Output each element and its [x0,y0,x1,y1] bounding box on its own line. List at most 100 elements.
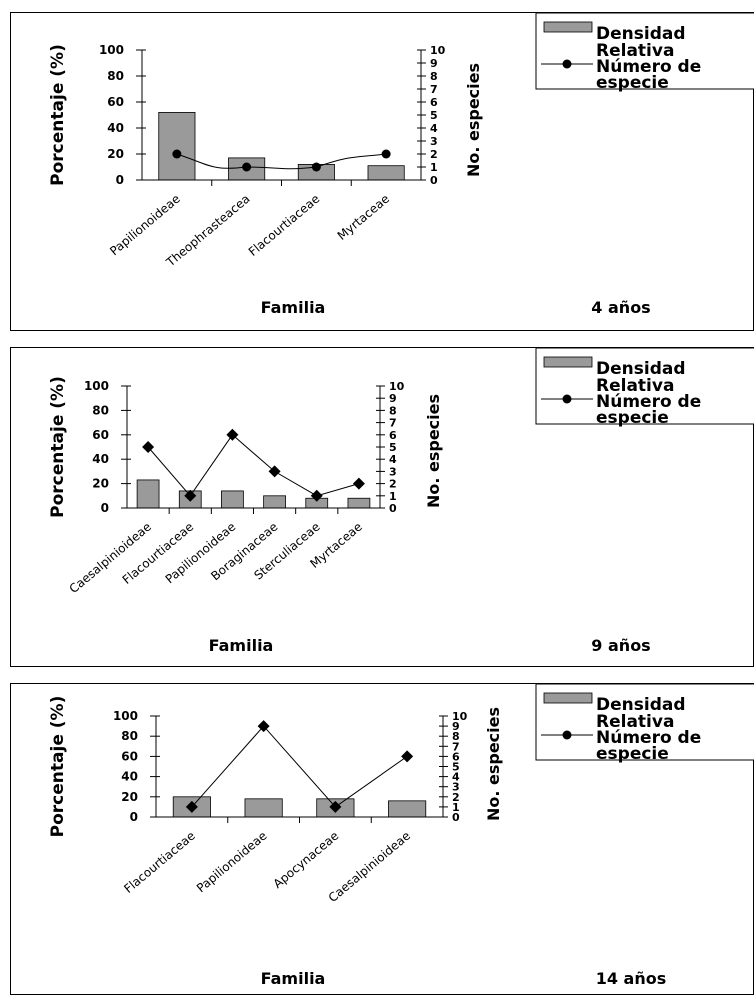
point-caesalpinioideae [401,750,414,763]
legend-line-label-2: especie [596,744,669,764]
bar-caesalpinioideae [388,800,427,818]
y2-tick-label: 0 [430,174,438,187]
legend-bar-label-2: Relativa [596,376,674,396]
chart-panel-9-anos: 0 20 40 60 80 100 0 1 2 3 4 5 6 7 8 9 10 Caesalpinioideae… [10,347,754,667]
y2-tick-label: 8 [389,404,397,417]
y2-axis-title: No. especies [424,394,443,508]
y2-tick-label: 4 [389,453,397,466]
bar-myrtaceae [367,165,405,181]
bar-caesalpinioideae [136,479,160,509]
legend-bar-label-1: Densidad [596,695,686,715]
y2-tick-label: 9 [452,720,460,733]
y2-tick-label: 2 [430,148,438,161]
series-line-numero-de-especie [191,725,408,808]
point-sterculiaceae [310,489,323,502]
bar-papilionoideae [158,112,196,181]
legend-line-marker [562,59,572,69]
legend-bar-label-2: Relativa [596,712,674,732]
chart-9-anos: 020406080100012345678910Caesalpinioideae… [48,347,754,655]
y2-tick-label: 8 [452,730,460,743]
point-papilionoideae [226,428,239,441]
y-axis-title: Porcentaje (%) [48,376,68,518]
point-flacourtiaceae [185,800,198,813]
x-tick-label: Papilionoideae [194,829,270,896]
y-tick-label: 60 [92,428,109,442]
series-line-numero-de-especie [176,153,387,170]
y-tick-label: 0 [116,173,124,187]
age-label: 14 años [596,969,667,988]
y2-tick-label: 1 [430,161,438,174]
y2-tick-label: 5 [389,441,397,454]
bar-papilionoideae [244,798,283,818]
y2-tick-label: 6 [430,96,438,109]
bar-myrtaceae [347,497,371,509]
y2-tick-label: 3 [452,781,460,794]
y-tick-label: 80 [121,729,138,743]
age-label: 4 años [591,298,650,317]
y2-tick-label: 8 [430,70,438,83]
point-flacourtiaceae [184,489,197,502]
legend-line-label-1: Número de [596,392,701,412]
y2-tick-label: 9 [430,57,438,70]
y2-tick-label: 2 [452,791,460,804]
x-tick-label: Flacourtiaceae [121,829,198,896]
age-label: 9 años [591,636,650,655]
legend-bar-swatch [543,21,593,33]
point-myrtaceae [381,149,391,159]
legend-line-label-1: Número de [596,728,701,748]
y-axis-title: Porcentaje (%) [48,696,68,838]
point-myrtaceae [352,477,365,490]
y2-tick-label: 6 [452,750,460,763]
y-tick-label: 0 [101,501,109,515]
point-theophrasteacea [242,162,252,172]
x-tick-label: Apocynaceae [271,829,342,891]
y2-tick-label: 6 [389,429,397,442]
legend-bar-label-2: Relativa [596,41,674,61]
y2-tick-label: 9 [389,392,397,405]
chart-14-anos: 020406080100012345678910FlacourtiaceaePa… [48,683,754,988]
y-tick-label: 40 [121,770,138,784]
legend-line-label-2: especie [596,408,669,428]
y-tick-label: 100 [99,43,124,57]
legend-bar-swatch [543,356,593,368]
x-tick-label: Flacourtiaceae [246,192,323,259]
y2-tick-label: 10 [430,44,446,57]
y-tick-label: 20 [121,790,138,804]
series-line-numero-de-especie [147,434,360,497]
y2-tick-label: 1 [452,801,460,814]
x-tick-label: Myrtaceae [335,192,392,243]
legend-bar-swatch [543,692,593,704]
y-tick-label: 40 [92,452,109,466]
y2-tick-label: 4 [430,122,438,135]
point-flacourtiaceae [311,162,321,172]
y2-axis-title: No. especies [484,707,503,821]
bar-boraginaceae [263,495,286,509]
point-papilionoideae [257,720,270,733]
y2-tick-label: 2 [389,478,397,491]
y-tick-label: 60 [107,95,124,109]
point-papilionoideae [172,149,182,159]
y2-tick-label: 7 [430,83,438,96]
y2-tick-label: 7 [452,740,460,753]
y-tick-label: 60 [121,749,138,763]
x-tick-label: Flacourtiaceae [120,520,197,587]
y2-tick-label: 10 [389,380,405,393]
y-tick-label: 100 [113,709,138,723]
y-tick-label: 0 [130,810,138,824]
legend-bar-label-1: Densidad [596,359,686,379]
point-boraginaceae [268,465,281,478]
x-axis-title: Familia [261,298,326,317]
y2-axis-title: No. especies [464,63,483,177]
y2-tick-label: 0 [389,502,397,515]
y2-tick-label: 4 [452,771,460,784]
legend-line-label-2: especie [596,73,669,93]
legend-line-marker [562,394,572,404]
y-tick-label: 40 [107,121,124,135]
y2-tick-label: 0 [452,811,460,824]
y2-tick-label: 5 [430,109,438,122]
y2-tick-label: 10 [452,710,468,723]
legend-line-marker [562,730,572,740]
